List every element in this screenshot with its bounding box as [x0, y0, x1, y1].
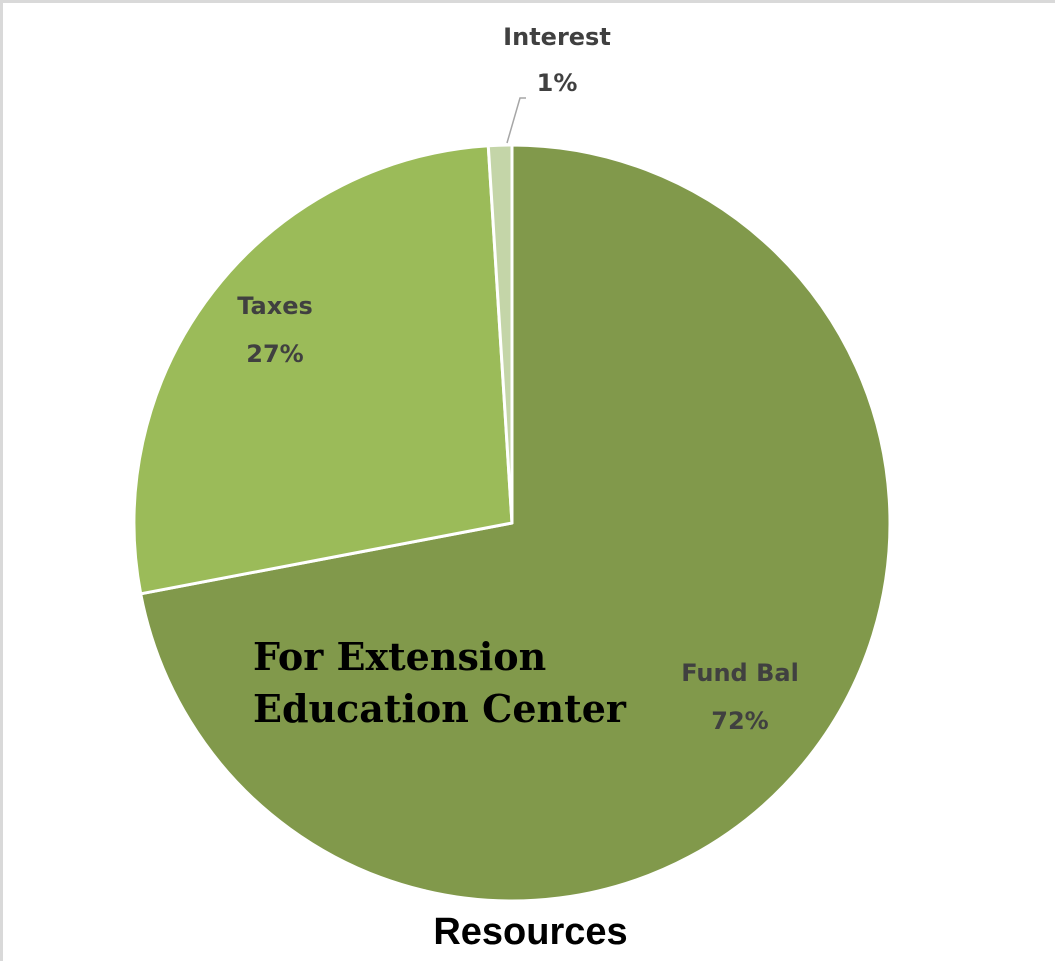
overlay-line-2: Education Center — [253, 686, 626, 731]
slice-percent-interest: 1% — [537, 69, 578, 97]
leader-lines — [506, 97, 526, 144]
pie-chart: Fund Bal 72% Taxes 27% Interest 1% — [132, 23, 892, 903]
pie-slice-taxes — [132, 144, 514, 596]
slice-percent-taxes: 27% — [246, 340, 303, 368]
overlay-line-1: For Extension — [253, 634, 547, 679]
slice-percent-fund-bal: 72% — [711, 707, 768, 735]
slice-label-fund-bal: Fund Bal — [681, 659, 799, 687]
chart-title: Resources — [433, 911, 628, 953]
slice-label-taxes: Taxes — [237, 292, 313, 320]
overlay-caption: For Extension Education Center — [253, 631, 626, 735]
pie-slice-fund-bal — [139, 143, 892, 903]
pie-slice-interest — [486, 143, 514, 525]
pie-slices — [132, 143, 892, 903]
leader-line-interest — [506, 97, 526, 144]
slice-label-interest: Interest — [503, 23, 611, 51]
slice-labels: Fund Bal 72% Taxes 27% Interest 1% — [237, 23, 799, 735]
